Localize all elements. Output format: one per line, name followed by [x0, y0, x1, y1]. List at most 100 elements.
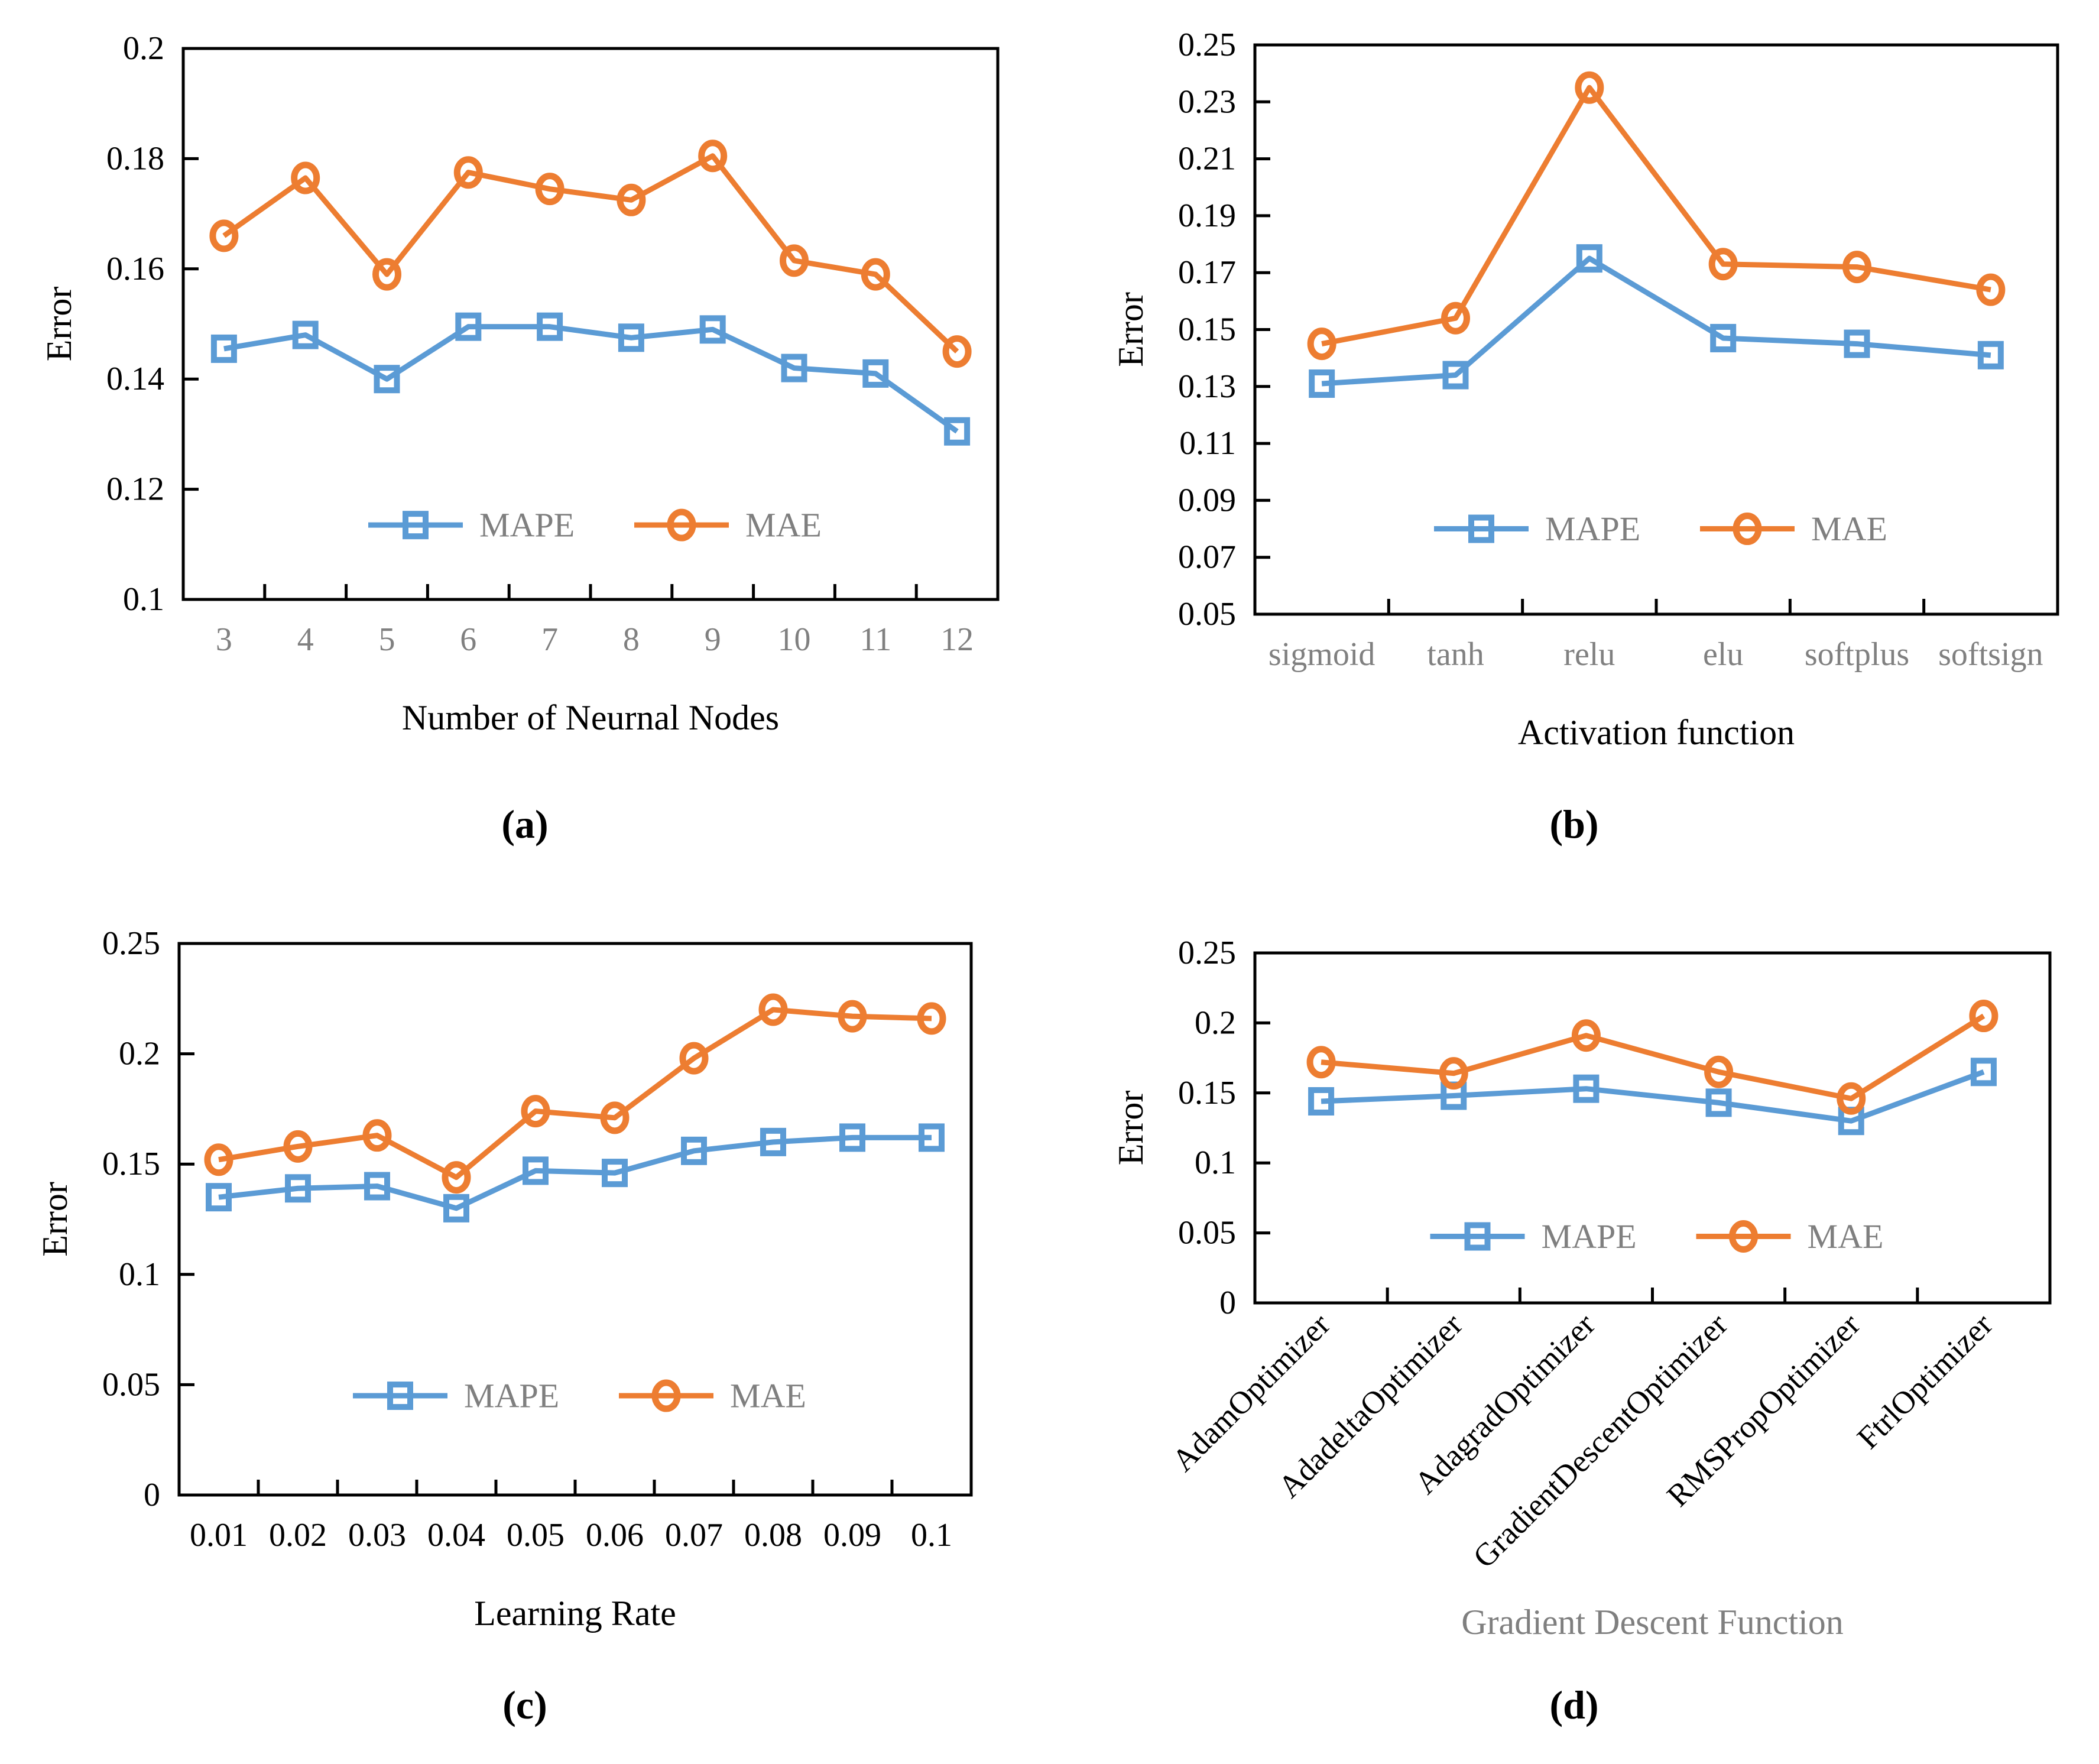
data-point-square	[455, 312, 482, 341]
y-tick-label: 0.2	[123, 30, 164, 67]
y-tick-label: 0.19	[1178, 197, 1236, 234]
y-tick-label: 0.05	[1178, 596, 1236, 633]
y-axis: 0.1 0.12 0.14 0.16 0.18 0.2	[106, 30, 199, 618]
y-tick-label: 0.21	[1178, 141, 1236, 177]
data-point-square	[944, 417, 971, 446]
data-point-square	[374, 365, 400, 394]
mae-line	[1321, 85, 1991, 346]
x-tick-label: 0.01	[190, 1517, 248, 1554]
data-point-circle	[453, 156, 483, 189]
y-axis-title: Error	[1111, 292, 1150, 367]
data-point-circle	[372, 258, 401, 291]
x-tick-label: softplus	[1805, 636, 1909, 673]
x-tick-label: GradientDescentOptimizer	[1466, 1306, 1734, 1575]
x-axis-title: Number of Neurnal Nodes	[402, 698, 779, 737]
data-point-circle	[1842, 251, 1871, 284]
data-point-square	[1576, 244, 1602, 273]
y-tick-label: 0.12	[106, 471, 164, 508]
panel-b: 0.05 0.07 0.09 0.11 0.13 0.15 0.17 0.19 0.21 0.23…	[1067, 8, 2081, 883]
y-tick-label: 0.25	[1178, 27, 1236, 63]
x-tick-label: 0.02	[269, 1517, 327, 1554]
mape-line	[218, 1134, 932, 1211]
data-point-circle	[600, 1101, 630, 1134]
data-point-square	[364, 1172, 390, 1201]
panel-c: 0 0.05 0.1 0.15 0.2 0.25 0.01 0.02 0.03 0.04 0.05 0…	[18, 889, 1032, 1764]
plot-border	[1253, 43, 2059, 616]
y-axis: 0.05 0.07 0.09 0.11 0.13 0.15 0.17 0.19 0.21 0.23…	[1178, 27, 1270, 633]
panel-a: 0.1 0.12 0.14 0.16 0.18 0.2 3 4 5 6 7 8 9 10 11 12 Numbe…	[18, 8, 1032, 883]
data-point-circle	[780, 244, 809, 277]
chart-a-number-of-neural-nodes: 0.1 0.12 0.14 0.16 0.18 0.2 3 4 5 6 7 8 9 10 11 12 Numbe…	[40, 30, 1000, 737]
mae-markers	[204, 993, 946, 1194]
legend-circle-marker	[667, 508, 696, 541]
x-axis-title: Activation function	[1518, 713, 1795, 752]
x-tick-label: 4	[297, 621, 314, 658]
chart-b-activation-function: 0.05 0.07 0.09 0.11 0.13 0.15 0.17 0.19 0.21 0.23…	[1111, 27, 2059, 752]
mae-line	[1321, 1013, 1986, 1101]
y-tick-label: 0.11	[1179, 425, 1236, 462]
x-tick-label: softsign	[1938, 636, 2043, 673]
data-point-square	[1844, 329, 1870, 358]
x-axis: 0.01 0.02 0.03 0.04 0.05 0.06 0.07 0.08 0.09 0.1	[177, 1480, 973, 1554]
x-tick-label: 10	[778, 621, 811, 658]
legend-label: MAE	[730, 1377, 806, 1415]
data-point-square	[602, 1159, 628, 1188]
data-point-square	[1308, 1087, 1335, 1116]
x-tick-label: relu	[1563, 636, 1615, 673]
data-point-square	[1710, 323, 1737, 352]
y-tick-label: 0.2	[1195, 1004, 1236, 1041]
x-tick-label: 0.06	[586, 1517, 644, 1554]
data-point-circle	[698, 140, 728, 173]
y-tick-label: 0.18	[106, 140, 164, 177]
x-tick-label: 8	[623, 621, 640, 658]
data-point-circle	[1575, 71, 1604, 104]
legend-label: MAPE	[1542, 1217, 1637, 1256]
x-tick-label: 0.08	[744, 1517, 802, 1554]
y-tick-label: 0.07	[1178, 539, 1236, 576]
x-axis-title: Learning Rate	[474, 1594, 676, 1633]
x-tick-label: 7	[541, 621, 558, 658]
y-axis-title: Error	[35, 1182, 74, 1257]
plot-border	[1253, 951, 2052, 1305]
y-tick-label: 0.05	[1178, 1215, 1236, 1251]
x-tick-label: 6	[460, 621, 476, 658]
data-point-square	[523, 1156, 549, 1185]
data-point-circle	[838, 1000, 867, 1033]
x-tick-label: 0.09	[823, 1517, 881, 1554]
data-point-circle	[1837, 1082, 1866, 1115]
legend-label: MAE	[745, 506, 822, 544]
y-axis-title: Error	[1111, 1091, 1150, 1166]
data-point-square	[1977, 341, 2004, 369]
mape-markers	[206, 1123, 945, 1223]
legend-square-marker	[387, 1382, 413, 1410]
legend: MAPE MAE	[368, 506, 822, 544]
data-point-square	[210, 334, 237, 363]
x-tick-label: 0.04	[427, 1517, 485, 1554]
data-point-square	[1442, 361, 1469, 390]
y-tick-label: 0.09	[1178, 482, 1236, 518]
mape-line	[223, 324, 959, 434]
mae-line	[222, 153, 959, 354]
data-point-circle	[617, 183, 646, 216]
mae-markers	[209, 140, 972, 368]
mae-line	[218, 1007, 932, 1181]
legend-circle-marker	[1729, 1220, 1758, 1253]
mape-line	[1321, 1069, 1985, 1124]
x-axis-title: Gradient Descent Function	[1461, 1603, 1844, 1642]
chart-c-learning-rate: 00.050.10.150.20.25 0.01 0.02 0.03 0.04 0.05 0…	[35, 925, 973, 1633]
data-point-circle	[917, 1002, 946, 1035]
data-point-circle	[1307, 327, 1336, 361]
y-tick-label: 0.16	[106, 251, 164, 287]
data-point-circle	[209, 219, 239, 252]
y-axis: 0 0.05 0.1 0.15 0.2 0.25	[102, 925, 194, 1513]
data-point-circle	[1704, 1055, 1734, 1088]
caption-a: (a)	[501, 802, 549, 847]
data-point-square	[292, 320, 319, 349]
mape-markers	[1309, 244, 2004, 398]
data-point-circle	[758, 993, 788, 1026]
x-tick-label: 0.03	[348, 1517, 406, 1554]
data-point-circle	[861, 258, 890, 291]
data-point-square	[839, 1123, 865, 1152]
y-tick-label: 0.05	[102, 1366, 160, 1403]
